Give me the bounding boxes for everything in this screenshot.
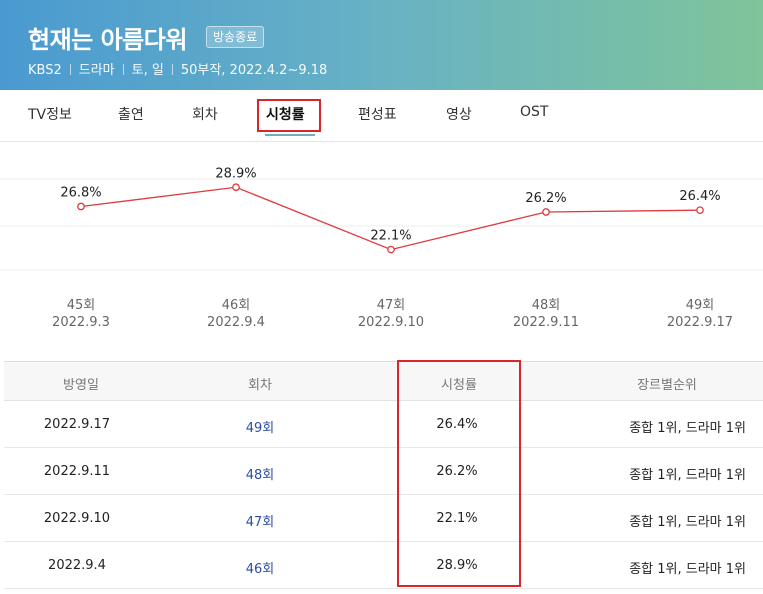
cell-air-date: 2022.9.17 xyxy=(43,417,111,432)
x-tick-episode-label: 48회 xyxy=(532,298,561,313)
tab-tv-info[interactable]: TV정보 xyxy=(28,107,72,123)
data-label: 28.9% xyxy=(215,166,256,181)
meta-days: 토, 일 xyxy=(131,63,164,78)
table-row: 2022.9.4 46회 28.9% 종합 1위, 드라마 1위 xyxy=(4,542,763,589)
tab-episodes[interactable]: 회차 xyxy=(192,107,218,123)
ratings-table: 방영일 회차 시청률 장르별순위 2022.9.17 49회 26.4% 종합 … xyxy=(4,361,763,589)
tab-ratings[interactable]: 시청률 xyxy=(266,107,305,123)
meta-channel: KBS2 xyxy=(28,63,62,78)
meta-episodes-period: 50부작, 2022.4.2~9.18 xyxy=(180,63,328,78)
tab-cast[interactable]: 출연 xyxy=(118,107,144,123)
meta-divider xyxy=(122,64,124,75)
tab-schedule[interactable]: 편성표 xyxy=(358,107,397,123)
meta-divider xyxy=(171,64,173,75)
program-title: 현재는 아름다워 xyxy=(28,26,187,54)
cell-rating: 28.9% xyxy=(436,558,478,573)
program-header: 현재는 아름다워 방송종료 KBS2 드라마 토, 일 50부작, 2022.4.2~… xyxy=(0,0,763,90)
cell-air-date: 2022.9.4 xyxy=(48,558,106,573)
cell-episode-link[interactable]: 46회 xyxy=(245,562,275,577)
tab-video[interactable]: 영상 xyxy=(446,107,472,123)
x-tick-episode-label: 45회 xyxy=(67,298,96,313)
data-label: 26.4% xyxy=(679,189,720,204)
tab-highlight-box xyxy=(257,99,321,132)
x-tick-date-label: 2022.9.4 xyxy=(207,315,265,330)
data-point xyxy=(77,202,85,211)
meta-genre: 드라마 xyxy=(78,63,115,78)
cell-genre-rank: 종합 1위, 드라마 1위 xyxy=(629,562,746,577)
data-label: 26.8% xyxy=(60,186,101,201)
header-genre-rank: 장르별순위 xyxy=(637,378,697,393)
x-tick-date-label: 2022.9.3 xyxy=(52,315,110,330)
x-tick-date-label: 2022.9.11 xyxy=(513,315,579,330)
table-row: 2022.9.17 49회 26.4% 종합 1위, 드라마 1위 xyxy=(4,401,763,448)
data-point xyxy=(542,208,550,216)
x-tick-episode-label: 47회 xyxy=(377,298,406,313)
header-episode: 회차 xyxy=(248,378,272,393)
data-label: 26.2% xyxy=(525,191,566,206)
cell-rating: 26.2% xyxy=(436,464,478,479)
tab-bar: TV정보 출연 회차 시청률 편성표 영상 OST xyxy=(0,90,763,142)
data-point xyxy=(232,183,240,192)
x-tick-episode-label: 49회 xyxy=(686,298,715,313)
cell-episode-link[interactable]: 47회 xyxy=(245,515,275,530)
tab-ost[interactable]: OST xyxy=(520,104,549,120)
active-tab-indicator xyxy=(265,134,315,136)
meta-divider xyxy=(69,64,71,75)
data-label: 22.1% xyxy=(370,229,411,244)
cell-rating: 22.1% xyxy=(436,511,478,526)
x-tick-date-label: 2022.9.17 xyxy=(667,315,733,330)
program-meta: KBS2 드라마 토, 일 50부작, 2022.4.2~9.18 xyxy=(28,59,327,78)
x-tick-episode-label: 46회 xyxy=(222,298,251,313)
cell-rating: 26.4% xyxy=(436,417,478,432)
table-header: 방영일 회차 시청률 장르별순위 xyxy=(4,361,763,401)
cell-genre-rank: 종합 1위, 드라마 1위 xyxy=(629,421,746,436)
cell-air-date: 2022.9.10 xyxy=(43,511,111,526)
header-rating: 시청률 xyxy=(441,378,477,393)
x-tick-date-label: 2022.9.10 xyxy=(358,315,424,330)
cell-genre-rank: 종합 1위, 드라마 1위 xyxy=(629,515,746,530)
table-row: 2022.9.10 47회 22.1% 종합 1위, 드라마 1위 xyxy=(4,495,763,542)
cell-genre-rank: 종합 1위, 드라마 1위 xyxy=(629,468,746,483)
table-row: 2022.9.11 48회 26.2% 종합 1위, 드라마 1위 xyxy=(4,448,763,495)
ratings-line-chart: 26.8% 28.9% 22.1% 26.2% 26.4% 45회 2022.9.3 46회 2… xyxy=(0,166,763,330)
header-air-date: 방영일 xyxy=(63,378,99,393)
cell-air-date: 2022.9.11 xyxy=(43,464,111,479)
data-point xyxy=(696,206,704,215)
status-badge: 방송종료 xyxy=(206,26,265,48)
cell-episode-link[interactable]: 48회 xyxy=(245,468,275,483)
data-point xyxy=(387,245,395,254)
cell-episode-link[interactable]: 49회 xyxy=(245,421,275,436)
